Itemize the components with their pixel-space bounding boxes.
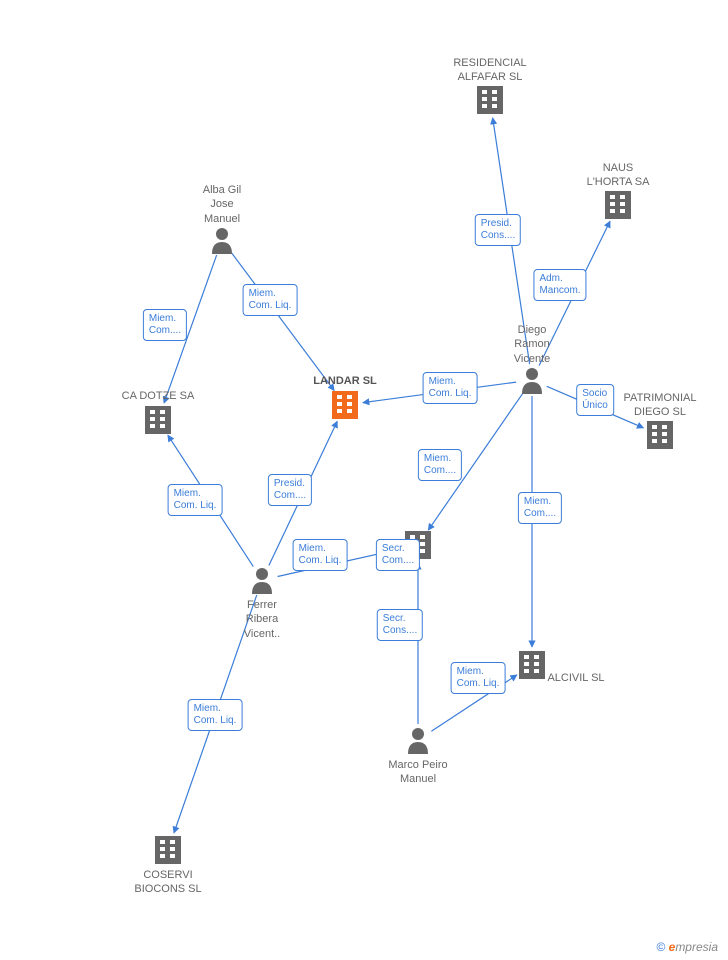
edge-label: Secr. Cons.... <box>377 609 423 641</box>
node-label: Alba Gil Jose Manuel <box>203 183 242 226</box>
node-label: Marco Peiro Manuel <box>388 758 447 787</box>
building-icon[interactable] <box>155 836 181 864</box>
building-icon[interactable] <box>145 406 171 434</box>
edge-label: Miem. Com. Liq. <box>168 484 223 516</box>
edge-label: Miem. Com.... <box>143 309 187 341</box>
person-icon[interactable] <box>408 728 428 754</box>
node-label: Diego Ramon Vicente <box>514 323 551 366</box>
building-icon[interactable] <box>519 651 545 679</box>
node-label: CA DOTZE SA <box>122 389 195 403</box>
edge-label: Miem. Com.... <box>518 492 562 524</box>
node-label: ALCIVIL SL <box>547 671 604 685</box>
building-icon[interactable] <box>332 391 358 419</box>
edge-label: Socio Único <box>576 384 614 416</box>
node-label: Ferrer Ribera Vicent.. <box>244 598 281 641</box>
person-icon[interactable] <box>252 568 272 594</box>
edge-label: Presid. Com.... <box>268 474 312 506</box>
copyright-symbol: © <box>656 940 665 954</box>
node-label: COSERVI BIOCONS SL <box>134 868 201 897</box>
network-canvas <box>0 0 728 960</box>
node-label: NAUS L'HORTA SA <box>587 161 650 190</box>
building-icon[interactable] <box>477 86 503 114</box>
edge-label: Miem. Com.... <box>418 449 462 481</box>
edge-label: Miem. Com. Liq. <box>293 539 348 571</box>
edge-label: Miem. Com. Liq. <box>243 284 298 316</box>
node-label: LANDAR SL <box>313 374 377 388</box>
edge-label: Presid. Cons.... <box>475 214 521 246</box>
footer-credit: © empresia <box>656 940 718 954</box>
brand-rest: mpresia <box>675 940 718 954</box>
edge-label: Miem. Com. Liq. <box>188 699 243 731</box>
edge-label: Miem. Com. Liq. <box>423 372 478 404</box>
edge-label: Adm. Mancom. <box>533 269 586 301</box>
person-icon[interactable] <box>212 228 232 254</box>
building-icon[interactable] <box>605 191 631 219</box>
edge-label: Miem. Com. Liq. <box>451 662 506 694</box>
edge <box>232 253 335 391</box>
person-icon[interactable] <box>522 368 542 394</box>
building-icon[interactable] <box>647 421 673 449</box>
edge-label: Secr. Com.... <box>376 539 420 571</box>
node-label: RESIDENCIAL ALFAFAR SL <box>453 56 526 85</box>
node-label: PATRIMONIAL DIEGO SL <box>624 391 697 420</box>
